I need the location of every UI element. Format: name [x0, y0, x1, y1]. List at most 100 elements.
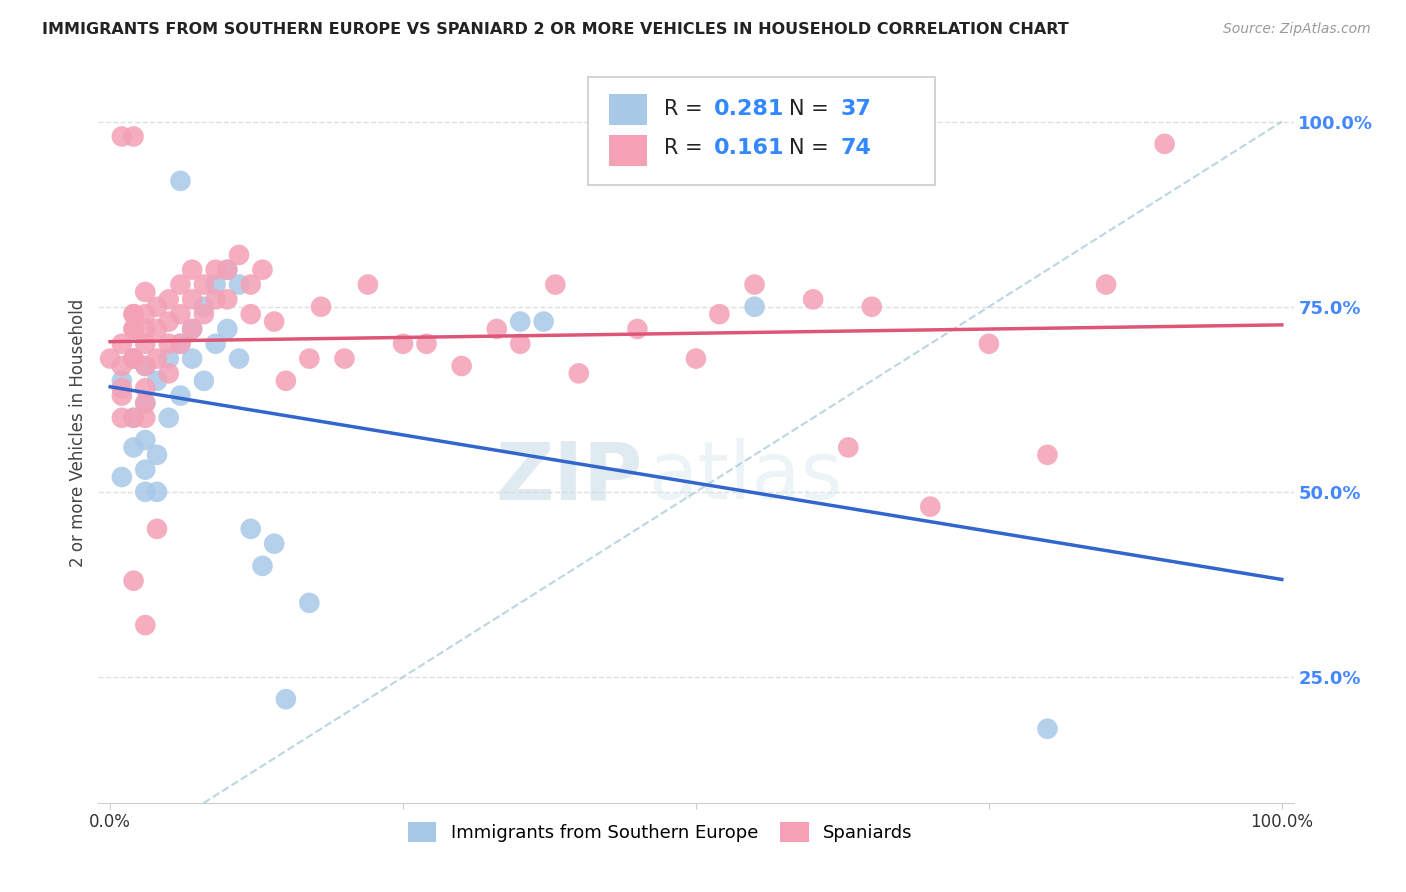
Point: [134, 307, 156, 321]
Point: [1095, 277, 1118, 292]
Point: [181, 322, 204, 336]
Point: [533, 314, 555, 328]
Text: atlas: atlas: [648, 438, 842, 516]
Point: [157, 410, 180, 425]
Point: [157, 314, 180, 328]
Point: [228, 248, 250, 262]
Point: [111, 374, 134, 388]
Point: [111, 410, 134, 425]
Point: [98, 351, 121, 366]
Point: [157, 351, 180, 366]
Point: [157, 293, 180, 307]
Point: [169, 336, 191, 351]
Point: [146, 351, 169, 366]
Point: [392, 336, 415, 351]
Point: [181, 262, 204, 277]
Point: [450, 359, 472, 373]
Point: [134, 410, 156, 425]
Point: [709, 307, 731, 321]
Point: [252, 262, 274, 277]
Text: Source: ZipAtlas.com: Source: ZipAtlas.com: [1223, 22, 1371, 37]
Point: [122, 351, 145, 366]
Point: [568, 367, 591, 381]
Point: [111, 470, 134, 484]
Point: [134, 336, 156, 351]
Point: [122, 410, 145, 425]
Point: [685, 351, 707, 366]
Point: [217, 322, 239, 336]
Point: [122, 307, 145, 321]
Point: [122, 441, 145, 455]
Point: [146, 448, 169, 462]
Point: [146, 322, 169, 336]
Point: [122, 574, 145, 588]
Point: [134, 381, 156, 395]
Point: [920, 500, 942, 514]
Point: [228, 277, 250, 292]
Point: [169, 174, 191, 188]
Point: [485, 322, 508, 336]
Point: [111, 336, 134, 351]
Point: [111, 389, 134, 403]
Point: [263, 314, 285, 328]
Point: [204, 336, 226, 351]
Point: [122, 351, 145, 366]
Point: [146, 522, 169, 536]
Point: [1153, 136, 1175, 151]
Point: [146, 374, 169, 388]
Point: [181, 351, 204, 366]
Point: [134, 396, 156, 410]
Point: [204, 262, 226, 277]
Point: [239, 277, 262, 292]
Point: [157, 336, 180, 351]
Point: [157, 367, 180, 381]
Text: R =: R =: [664, 99, 709, 120]
Point: [134, 618, 156, 632]
Point: [298, 596, 321, 610]
Point: [217, 293, 239, 307]
Point: [122, 410, 145, 425]
Point: [837, 441, 859, 455]
Point: [298, 351, 321, 366]
Point: [134, 462, 156, 476]
Text: IMMIGRANTS FROM SOUTHERN EUROPE VS SPANIARD 2 OR MORE VEHICLES IN HOUSEHOLD CORR: IMMIGRANTS FROM SOUTHERN EUROPE VS SPANI…: [42, 22, 1069, 37]
Text: 0.161: 0.161: [714, 137, 785, 158]
Point: [1036, 722, 1059, 736]
Point: [134, 433, 156, 447]
Point: [333, 351, 356, 366]
Point: [169, 277, 191, 292]
Point: [274, 692, 297, 706]
Point: [134, 322, 156, 336]
Point: [181, 293, 204, 307]
Point: [181, 322, 204, 336]
Point: [252, 558, 274, 573]
Y-axis label: 2 or more Vehicles in Household: 2 or more Vehicles in Household: [69, 299, 87, 566]
Text: ZIP: ZIP: [495, 438, 643, 516]
Point: [134, 396, 156, 410]
Point: [860, 300, 883, 314]
Point: [626, 322, 648, 336]
Point: [122, 129, 145, 144]
Text: 37: 37: [841, 99, 872, 120]
Point: [134, 285, 156, 299]
Point: [217, 262, 239, 277]
Point: [122, 322, 145, 336]
Text: N =: N =: [789, 99, 835, 120]
Point: [1036, 448, 1059, 462]
Point: [801, 293, 824, 307]
FancyBboxPatch shape: [609, 135, 647, 166]
Point: [169, 307, 191, 321]
Point: [357, 277, 380, 292]
Point: [274, 374, 297, 388]
Point: [122, 322, 145, 336]
Point: [239, 522, 262, 536]
Text: 74: 74: [841, 137, 872, 158]
Point: [122, 351, 145, 366]
Point: [263, 536, 285, 550]
FancyBboxPatch shape: [589, 78, 935, 185]
Point: [122, 307, 145, 321]
FancyBboxPatch shape: [609, 95, 647, 126]
Point: [544, 277, 567, 292]
Legend: Immigrants from Southern Europe, Spaniards: Immigrants from Southern Europe, Spaniar…: [401, 815, 920, 849]
Point: [111, 129, 134, 144]
